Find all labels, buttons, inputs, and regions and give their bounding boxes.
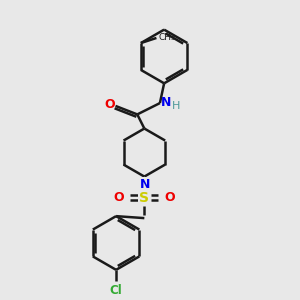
Text: CH₃: CH₃ bbox=[159, 33, 175, 42]
Text: N: N bbox=[140, 178, 150, 191]
Text: O: O bbox=[114, 191, 124, 204]
Text: O: O bbox=[104, 98, 115, 111]
Text: Cl: Cl bbox=[110, 284, 122, 297]
Text: O: O bbox=[164, 191, 175, 204]
Text: S: S bbox=[139, 191, 149, 205]
Text: H: H bbox=[172, 101, 180, 112]
Text: N: N bbox=[161, 96, 172, 109]
